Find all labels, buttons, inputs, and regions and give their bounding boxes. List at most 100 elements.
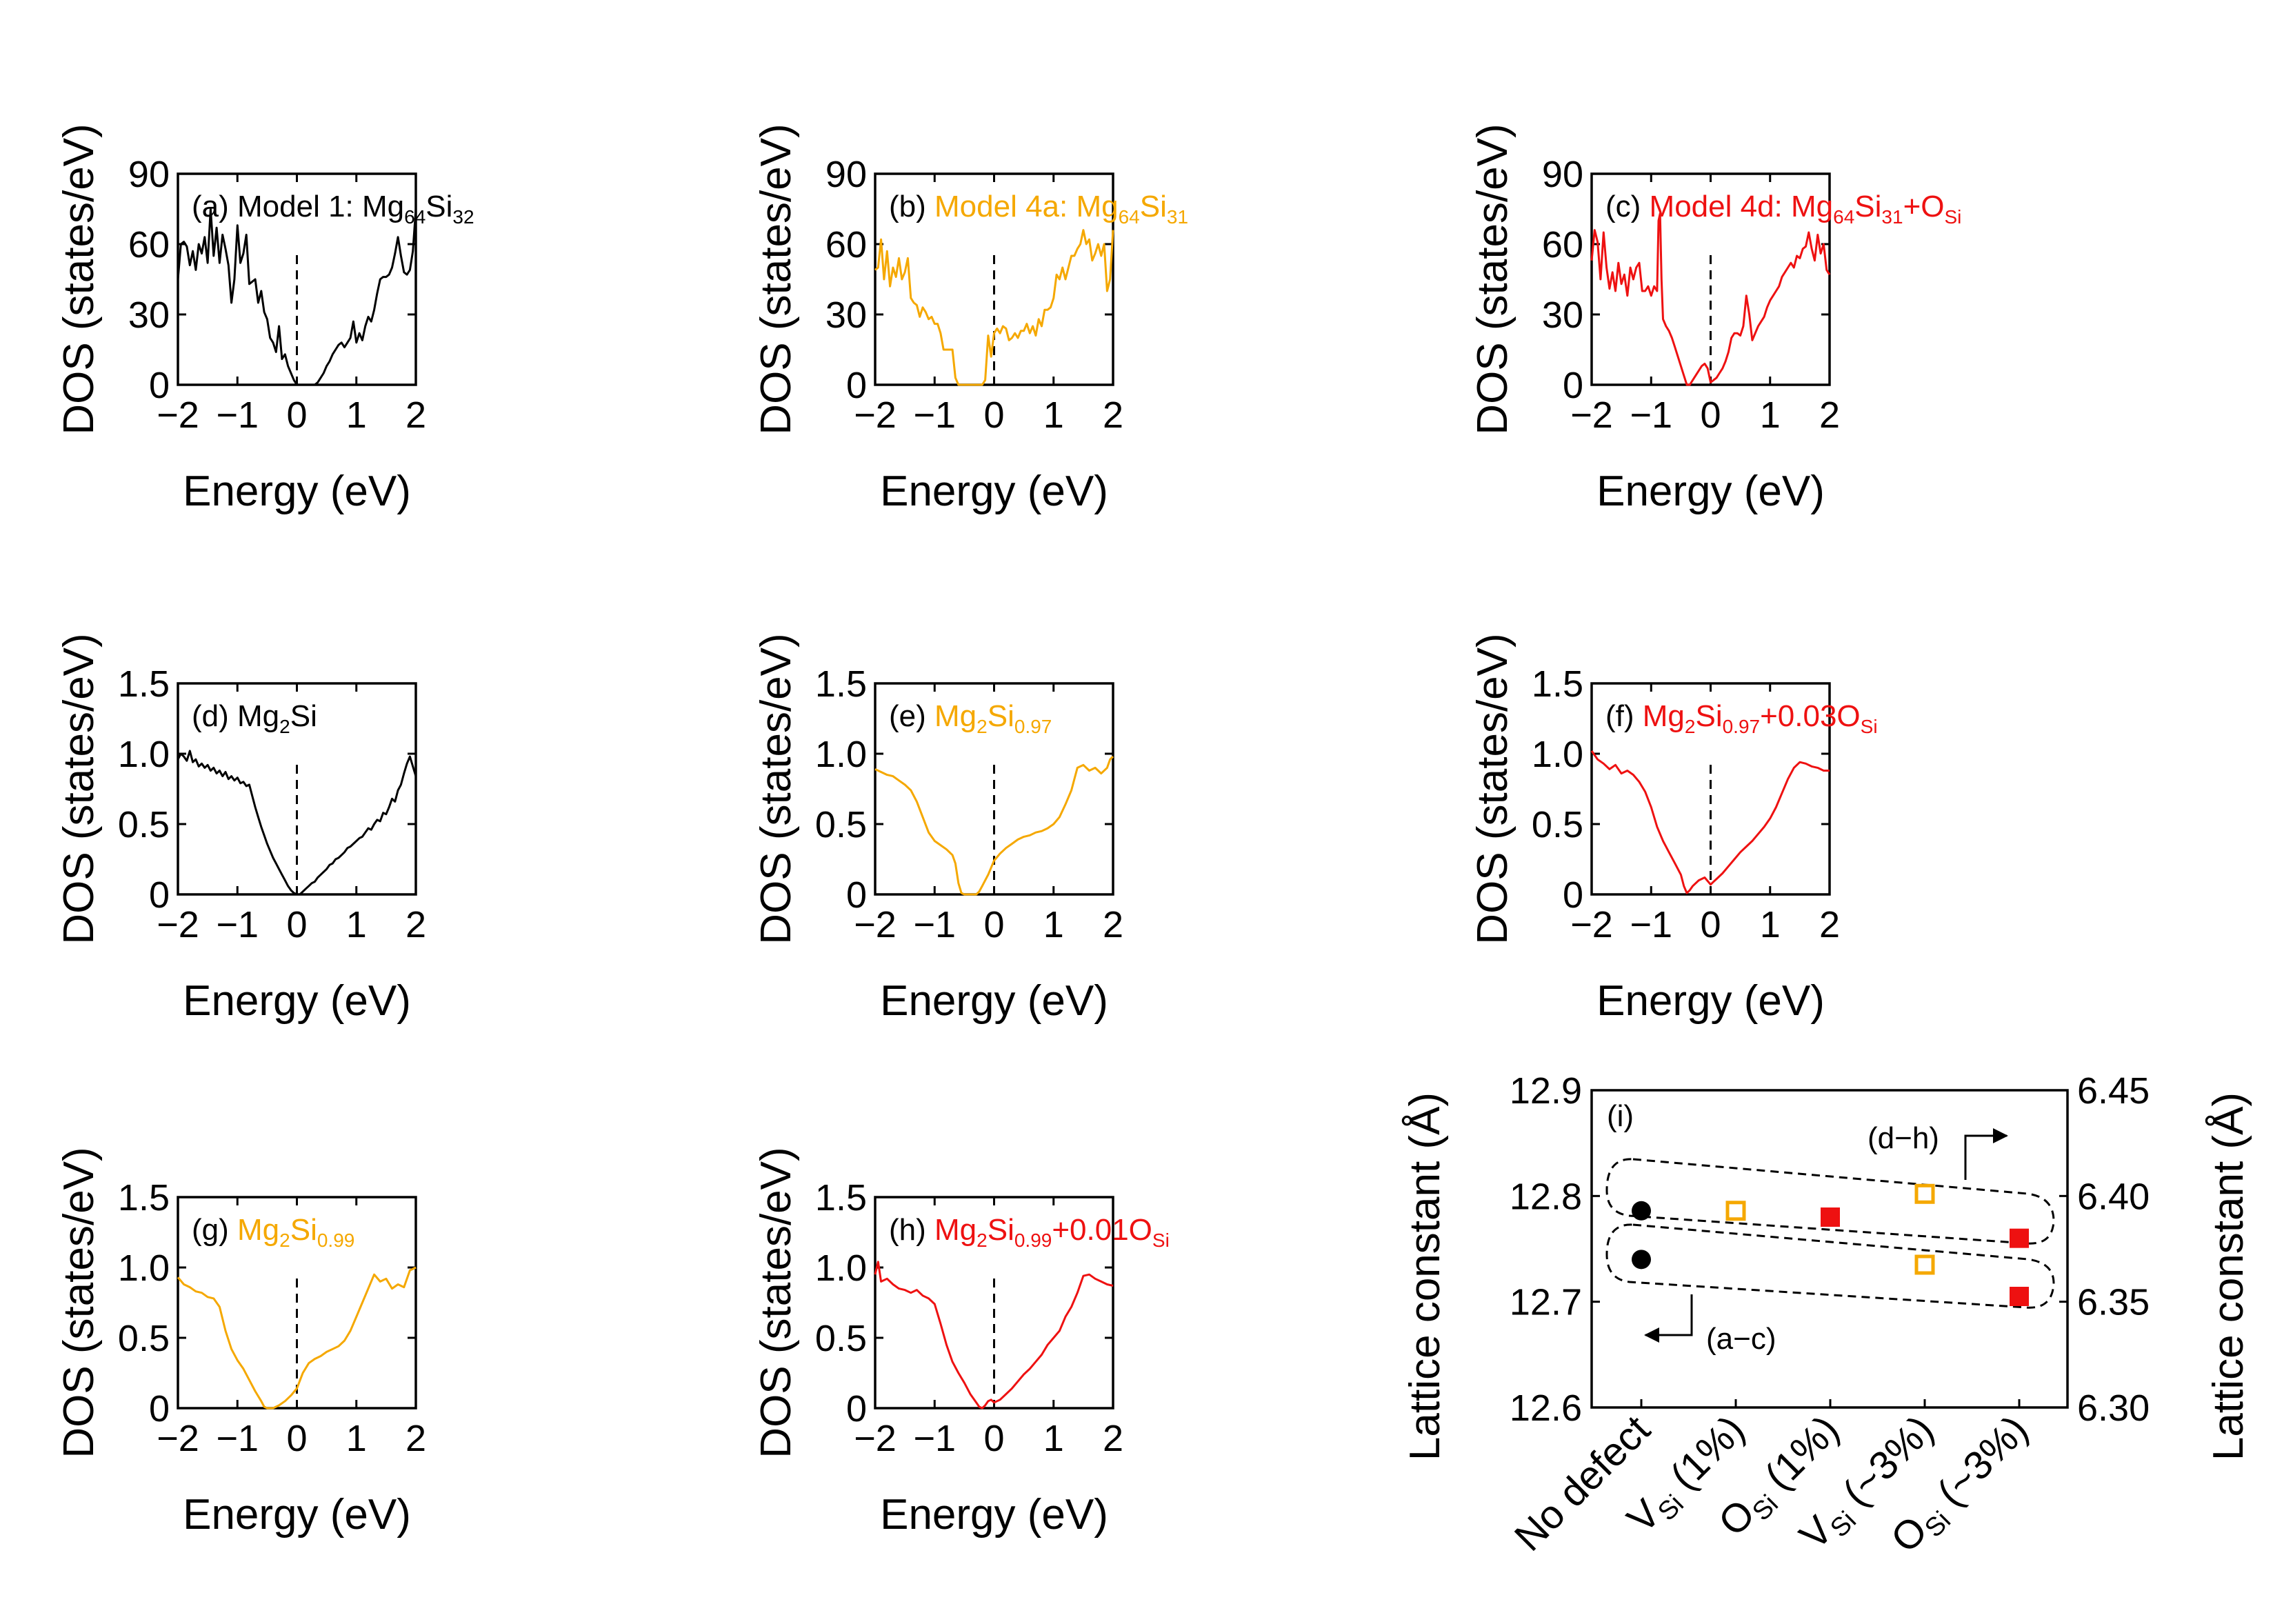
x-tick-label: 1 bbox=[1760, 904, 1781, 945]
x-tick-label: 1 bbox=[1760, 394, 1781, 436]
y-tick-label: 1.0 bbox=[815, 734, 867, 775]
panel-tag: (h) bbox=[889, 1213, 926, 1247]
panel-subscript: 2 bbox=[1685, 716, 1696, 737]
marker-circle bbox=[1632, 1250, 1651, 1270]
dos-line bbox=[874, 756, 1114, 896]
y-tick-label: 0 bbox=[846, 365, 867, 406]
x-tick-label: −1 bbox=[913, 904, 956, 945]
envelope-a-c bbox=[1605, 1223, 2055, 1309]
x-tick-label: 2 bbox=[405, 904, 426, 945]
y-axis-title: DOS (states/eV) bbox=[752, 123, 800, 434]
arrowhead-right bbox=[1993, 1128, 2008, 1143]
panel-subscript: 31 bbox=[1167, 206, 1188, 228]
marker-circle bbox=[1632, 1201, 1651, 1221]
annotation-arrow-right bbox=[1964, 1134, 2007, 1180]
panel-formula: Mg bbox=[237, 1213, 279, 1247]
panel-subscript: Si bbox=[1152, 1230, 1170, 1251]
panel-space bbox=[229, 699, 237, 733]
panel-subscript: 64 bbox=[404, 206, 425, 228]
y-axis-title: DOS (states/eV) bbox=[1469, 123, 1516, 434]
y-tick-label: 1.0 bbox=[1532, 734, 1583, 775]
y-axis-title-left: Lattice constant (Å) bbox=[1401, 1092, 1449, 1461]
panel-label: (a) Model 1: Mg64Si32 bbox=[192, 190, 474, 228]
x-tick-label: 1 bbox=[1043, 394, 1064, 436]
annotation-d-h: (d−h) bbox=[1868, 1121, 1939, 1155]
x-tick-label: −1 bbox=[913, 394, 956, 436]
category-tail: (~3%) bbox=[1921, 1407, 2036, 1523]
y-axis-title: DOS (states/eV) bbox=[55, 1147, 103, 1458]
marker-filled-square bbox=[1821, 1207, 1840, 1227]
marker-open-square bbox=[1914, 1183, 1935, 1204]
category-tail: (~3%) bbox=[1826, 1407, 1942, 1523]
y-tick-label: 30 bbox=[1542, 294, 1583, 336]
x-tick-label: 1 bbox=[346, 394, 367, 436]
panel-label: (b) Model 4a: Mg64Si31 bbox=[889, 190, 1188, 228]
y-tick-label: 0 bbox=[1563, 365, 1583, 406]
y-tick-label: 90 bbox=[1542, 154, 1583, 195]
x-tick-label: −1 bbox=[913, 1418, 956, 1459]
panel-space bbox=[926, 190, 934, 223]
x-tick-label: 2 bbox=[1103, 394, 1123, 436]
y-tick-label-right: 6.30 bbox=[2077, 1387, 2150, 1429]
x-tick-label: −2 bbox=[157, 904, 199, 945]
x-tick-label: −1 bbox=[1630, 904, 1672, 945]
y-tick-label: 0 bbox=[149, 874, 170, 916]
annotation-a-c: (a−c) bbox=[1706, 1322, 1776, 1356]
panel-subscript: 0.99 bbox=[1014, 1230, 1052, 1251]
y-tick-label: 1.0 bbox=[118, 1247, 170, 1289]
y-tick-label: 90 bbox=[825, 154, 867, 195]
marker-open-square bbox=[1914, 1254, 1935, 1275]
panel-formula: Model 4d: Mg bbox=[1650, 190, 1834, 223]
y-tick-label: 30 bbox=[825, 294, 867, 336]
x-axis-title: Energy (eV) bbox=[183, 468, 411, 515]
panel-subscript: 0.97 bbox=[1723, 716, 1761, 737]
panel-tag: (e) bbox=[889, 699, 926, 733]
panel-formula: +0.01O bbox=[1052, 1213, 1152, 1247]
x-tick-label: 1 bbox=[346, 904, 367, 945]
x-tick-label: −2 bbox=[1570, 904, 1613, 945]
panel-formula: +0.03O bbox=[1760, 699, 1861, 733]
panel-formula: Si bbox=[425, 190, 452, 223]
panel-label: (h) Mg2Si0.99+0.01OSi bbox=[889, 1213, 1170, 1251]
x-tick-label: 1 bbox=[1043, 904, 1064, 945]
x-tick-label: 2 bbox=[405, 394, 426, 436]
panel-subscript: 0.97 bbox=[1014, 716, 1052, 737]
panel-space bbox=[229, 190, 237, 223]
panel-label: (c) Model 4d: Mg64Si31+OSi bbox=[1605, 190, 1961, 228]
panel-formula: Si bbox=[1695, 699, 1722, 733]
panel-subscript: 2 bbox=[977, 716, 988, 737]
y-tick-label: 0 bbox=[149, 365, 170, 406]
x-axis-title: Energy (eV) bbox=[1596, 977, 1825, 1025]
panel-space bbox=[926, 1213, 934, 1247]
dos-line bbox=[1590, 212, 1831, 386]
panel-subscript: Si bbox=[1944, 206, 1961, 228]
panel-space bbox=[926, 699, 934, 733]
panel-formula: Mg bbox=[934, 699, 977, 733]
x-tick-label: −1 bbox=[216, 1418, 259, 1459]
x-axis-title: Energy (eV) bbox=[1596, 468, 1825, 515]
y-tick-label-right: 6.45 bbox=[2077, 1070, 2150, 1112]
panel-space bbox=[1634, 699, 1643, 733]
x-tick-label: 2 bbox=[405, 1418, 426, 1459]
dos-line bbox=[177, 1266, 417, 1410]
x-tick-label: 2 bbox=[1819, 394, 1840, 436]
panel-subscript: 32 bbox=[452, 206, 474, 228]
panel-label: (d) Mg2Si bbox=[192, 699, 317, 737]
y-tick-label: 60 bbox=[825, 224, 867, 265]
y-axis-title-right: Lattice constant (Å) bbox=[2205, 1092, 2252, 1461]
y-tick-label: 0 bbox=[846, 1388, 867, 1430]
x-tick-label: −2 bbox=[1570, 394, 1613, 436]
x-tick-label: 0 bbox=[983, 904, 1004, 945]
panel-subscript: 0.99 bbox=[317, 1230, 355, 1251]
x-tick-label: 0 bbox=[1700, 904, 1721, 945]
panel-formula: Si bbox=[1854, 190, 1881, 223]
panel-tag: (b) bbox=[889, 190, 926, 223]
y-tick-label-right: 6.35 bbox=[2077, 1282, 2150, 1323]
x-axis-title: Energy (eV) bbox=[880, 468, 1108, 515]
panel-formula: Si bbox=[988, 1213, 1014, 1247]
panel-label: (f) Mg2Si0.97+0.03OSi bbox=[1605, 699, 1878, 737]
panel-formula: Si bbox=[988, 699, 1014, 733]
dos-line bbox=[1590, 750, 1830, 894]
